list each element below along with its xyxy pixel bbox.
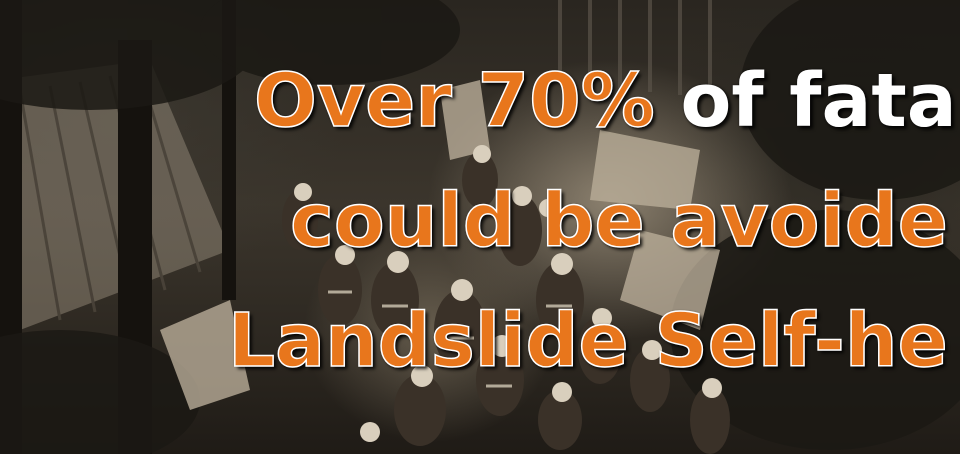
headline-line-1-rest: of fata <box>654 58 957 144</box>
headline-line-3: Landslide Self-he <box>227 298 948 384</box>
metal-fence <box>558 0 712 96</box>
debris-slabs <box>160 80 720 410</box>
headline-line-2: could be avoide <box>289 178 948 264</box>
rescue-workers <box>282 145 730 454</box>
headline-emphasis: Over 70% <box>253 58 655 144</box>
headline-line-1: Over 70% of fata <box>253 63 956 139</box>
